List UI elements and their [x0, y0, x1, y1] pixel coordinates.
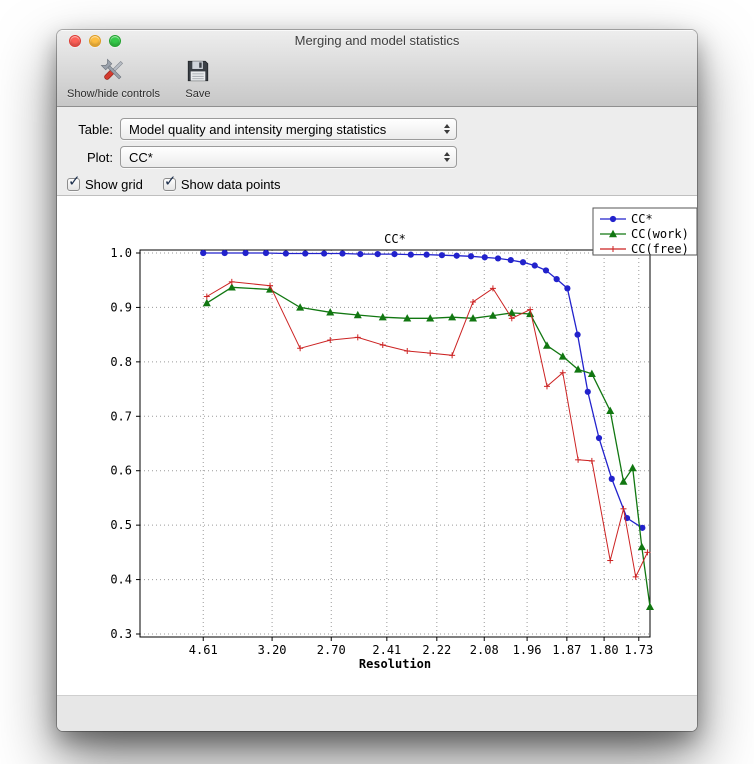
checkbox-box-icon: ✓ — [162, 172, 176, 191]
x-tick-label: 1.87 — [552, 643, 581, 657]
x-tick-label: 2.41 — [372, 643, 401, 657]
window-footer — [57, 695, 697, 731]
traffic-lights — [69, 35, 121, 47]
y-tick-label: 0.4 — [110, 573, 132, 587]
x-tick-label: 1.80 — [590, 643, 619, 657]
plot-frame — [139, 249, 651, 638]
x-tick-label: 1.96 — [513, 643, 542, 657]
table-popup-value: Model quality and intensity merging stat… — [129, 121, 387, 137]
plot-popup[interactable]: CC* — [120, 146, 457, 168]
x-tick-label: 4.61 — [189, 643, 218, 657]
x-tick-label: 3.20 — [258, 643, 287, 657]
x-tick-label: 1.73 — [624, 643, 653, 657]
x-tick-label: 2.22 — [422, 643, 451, 657]
toolbar-item-label: Show/hide controls — [67, 88, 160, 100]
app-window: Merging and model statistics — [57, 30, 697, 731]
chart-title: CC* — [384, 232, 406, 246]
minimize-button[interactable] — [89, 35, 101, 47]
zoom-button[interactable] — [109, 35, 121, 47]
popup-arrows-icon — [438, 152, 450, 162]
show-grid-checkbox[interactable]: ✓ Show grid — [67, 172, 143, 192]
checkbox-label: Show grid — [85, 177, 143, 192]
series-CC(work) — [202, 283, 654, 610]
checkbox-row: ✓ Show grid ✓ Show data points — [67, 172, 697, 192]
x-tick-label: 2.08 — [470, 643, 499, 657]
checkbox-label: Show data points — [180, 177, 281, 192]
checkmark-icon: ✓ — [163, 172, 177, 190]
chart: 0.3 0.4 0.5 0.6 0.7 0.8 0.9 1.0 4.61 3.20 2.70 2.41… — [110, 207, 697, 671]
close-button[interactable] — [69, 35, 81, 47]
save-icon — [185, 55, 211, 87]
plot-panel: 0.3 0.4 0.5 0.6 0.7 0.8 0.9 1.0 4.61 3.20 2.70 2.41… — [57, 196, 697, 695]
y-tick-label: 0.3 — [110, 627, 132, 641]
legend-label: CC* — [631, 212, 653, 226]
x-tick-label: 2.70 — [317, 643, 346, 657]
y-tick-label: 0.7 — [110, 409, 132, 423]
series-CC* — [200, 249, 646, 531]
toolbar: Show/hide controls Save — [57, 52, 697, 106]
y-tick-label: 0.5 — [110, 518, 132, 532]
legend-label: CC(work) — [631, 227, 689, 241]
y-tick-label: 0.9 — [110, 300, 132, 314]
popup-arrows-icon — [438, 124, 450, 134]
window-title: Merging and model statistics — [294, 33, 460, 48]
checkbox-box-icon: ✓ — [67, 172, 81, 191]
tools-icon — [98, 55, 128, 87]
legend: CC*CC(work)CC(free) — [592, 207, 697, 256]
save-button[interactable]: Save — [176, 55, 220, 100]
toolbar-item-label: Save — [185, 88, 211, 100]
x-axis-label: Resolution — [359, 657, 431, 671]
y-tick-label: 1.0 — [110, 246, 132, 260]
series-CC(free) — [203, 278, 651, 580]
show-hide-controls-button[interactable]: Show/hide controls — [67, 55, 160, 100]
y-tick-label: 0.8 — [110, 355, 132, 369]
table-label: Table: — [78, 121, 113, 137]
plot-row: Plot: CC* — [69, 146, 697, 168]
table-popup[interactable]: Model quality and intensity merging stat… — [120, 118, 457, 140]
controls-panel: Table: Model quality and intensity mergi… — [57, 107, 697, 196]
show-data-points-checkbox[interactable]: ✓ Show data points — [162, 172, 281, 192]
window-header: Merging and model statistics — [57, 30, 697, 107]
table-row: Table: Model quality and intensity mergi… — [69, 118, 697, 140]
checkmark-icon: ✓ — [68, 172, 81, 190]
legend-label: CC(free) — [631, 242, 689, 256]
y-tick-label: 0.6 — [110, 464, 132, 478]
titlebar[interactable]: Merging and model statistics — [57, 30, 697, 52]
plot-label: Plot: — [86, 149, 113, 165]
plot-popup-value: CC* — [129, 149, 153, 165]
